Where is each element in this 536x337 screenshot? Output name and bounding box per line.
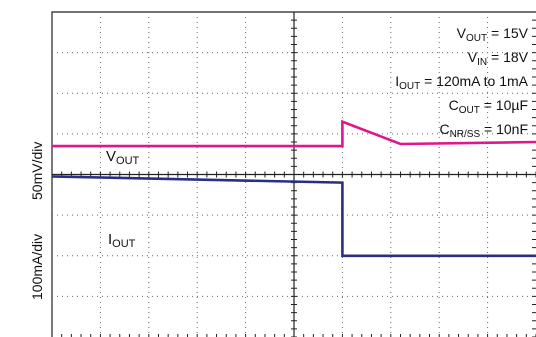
vout-trace <box>52 119 536 148</box>
y-axis-labels: 100mA/div 50mV/div <box>29 142 45 300</box>
annotation-cout: COUT = 10µF <box>449 97 528 116</box>
annotation-cnrss: CNR/SS = 10nF <box>439 121 528 140</box>
annotation-iout: IOUT = 120mA to 1mA <box>395 73 528 92</box>
traces <box>51 119 536 258</box>
grid <box>51 11 536 337</box>
trace-labels: VOUT IOUT <box>106 148 140 250</box>
plot-border <box>51 11 536 337</box>
y-label-current: 100mA/div <box>29 234 45 300</box>
vout-trace-label: VOUT <box>106 148 140 167</box>
iout-trace-label: IOUT <box>108 231 136 250</box>
annotation-vin: VIN = 18V <box>468 49 529 68</box>
y-label-voltage: 50mV/div <box>29 142 45 200</box>
iout-trace <box>51 175 536 258</box>
test-conditions: VOUT = 15V VIN = 18V IOUT = 120mA to 1mA… <box>395 25 528 140</box>
annotation-vout: VOUT = 15V <box>457 25 529 44</box>
